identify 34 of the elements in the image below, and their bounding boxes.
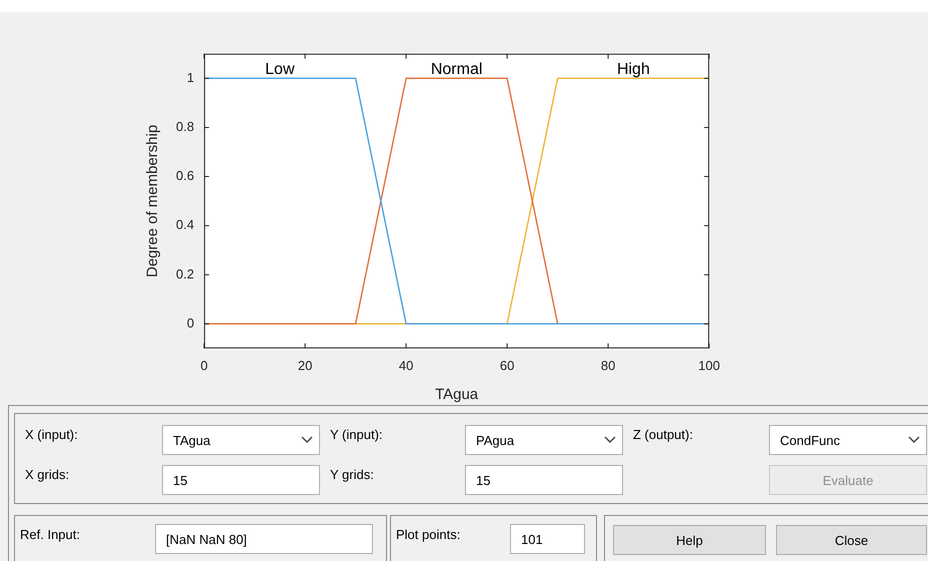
y-tick-label: 0.2: [176, 266, 194, 282]
text: Plot points:: [396, 527, 460, 542]
dropdown: CondFunc: [769, 425, 927, 455]
y-tick-label: 1: [186, 70, 194, 85]
text-field: [NaN NaN 80]: [155, 524, 373, 554]
button: Close: [776, 525, 927, 555]
text: Z (output):: [633, 427, 693, 442]
x-axis-title: TAgua: [435, 386, 479, 404]
x-tick-label: 40: [398, 358, 414, 373]
x-tick-label: 0: [200, 358, 208, 373]
button: Evaluate: [769, 465, 927, 495]
series-label: Low: [265, 60, 295, 78]
y-tick-label: 0.4: [176, 217, 194, 232]
text-field: 15: [465, 465, 623, 495]
text: Y (input):: [330, 427, 383, 442]
series-label: Normal: [430, 60, 482, 78]
text: X (input):: [25, 427, 78, 442]
y-tick-label: 0.8: [176, 119, 194, 134]
y-axis-title: Degree of membership: [144, 124, 162, 278]
series-label: High: [616, 60, 650, 78]
x-tick-label: 100: [698, 358, 720, 373]
x-tick-label: 80: [600, 358, 616, 373]
text: Y grids:: [330, 467, 374, 482]
button: Help: [613, 525, 766, 555]
text: X grids:: [25, 467, 70, 482]
dropdown: TAgua: [162, 425, 320, 455]
x-tick-label: 60: [500, 358, 514, 373]
text-field: 101: [510, 524, 585, 554]
text-field: 15: [162, 465, 320, 495]
y-tick-label: 0: [186, 315, 194, 330]
x-tick-label: 20: [298, 358, 312, 373]
text: Ref. Input:: [20, 527, 80, 542]
dropdown: PAgua: [465, 425, 623, 455]
y-tick-label: 0.6: [176, 168, 194, 184]
